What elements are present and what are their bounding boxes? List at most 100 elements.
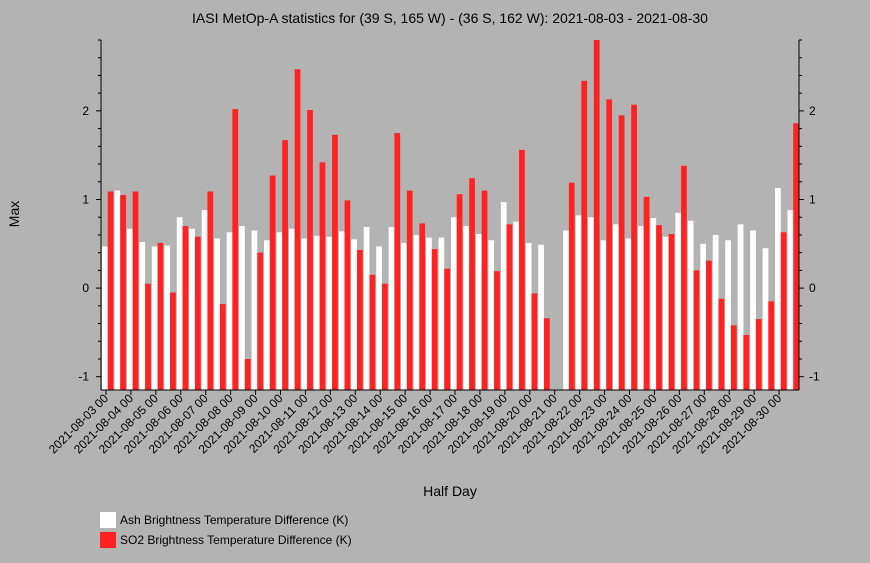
ash-bar: [301, 238, 308, 390]
so2-bar: [170, 292, 176, 390]
so2-bar: [543, 318, 550, 390]
ash-bar: [201, 210, 208, 390]
so2-bar: [793, 123, 799, 390]
so2-bar: [219, 304, 226, 390]
so2-bar: [606, 99, 613, 391]
so2-bar: [780, 232, 787, 390]
ash-bar: [426, 237, 432, 390]
so2-bar: [706, 260, 712, 390]
so2-bar: [269, 175, 276, 390]
ash-bar: [176, 217, 183, 390]
y-tick-label-right: 1: [809, 192, 816, 206]
ash-bar: [463, 226, 470, 390]
so2-bar: [456, 194, 463, 390]
so2-bar: [394, 133, 401, 391]
so2-bar: [469, 178, 475, 390]
ash-bar: [650, 218, 657, 390]
so2-bar: [431, 249, 438, 390]
so2-bar: [319, 162, 326, 390]
ash-bar: [787, 210, 794, 390]
so2-bar: [481, 190, 488, 390]
ash-bar: [563, 230, 569, 390]
ash-bar: [488, 240, 495, 390]
legend-label-ash: Ash Brightness Temperature Difference (K…: [120, 513, 348, 527]
so2-bar: [107, 191, 114, 390]
ash-bar: [413, 234, 420, 390]
ash-bar: [189, 228, 195, 390]
so2-bar: [494, 271, 500, 390]
so2-bar: [506, 224, 513, 390]
ash-bar: [588, 217, 594, 390]
y-tick-label-left: -1: [78, 370, 89, 384]
so2-bar: [531, 293, 538, 390]
bars-layer: [102, 40, 799, 391]
ash-bar: [687, 220, 694, 390]
ash-bar: [700, 243, 707, 390]
legend: Ash Brightness Temperature Difference (K…: [100, 512, 352, 548]
ash-bar: [126, 228, 133, 390]
so2-bar: [768, 301, 775, 390]
so2-bar: [444, 268, 450, 390]
so2-bar: [743, 335, 750, 390]
axes-layer: -1 -1 0 0 1 1 2 2: [78, 39, 820, 395]
so2-bar: [194, 236, 201, 390]
y-tick-label-right: 2: [809, 104, 816, 118]
so2-bar: [693, 270, 700, 390]
so2-bar: [157, 242, 164, 390]
ash-bar: [214, 238, 220, 390]
so2-bar: [332, 134, 338, 390]
so2-bar: [419, 223, 426, 390]
so2-bar: [207, 191, 214, 390]
ash-bar: [338, 231, 345, 390]
ash-bar: [102, 246, 108, 390]
ash-bar: [288, 228, 295, 390]
so2-bar: [406, 190, 413, 390]
so2-bar: [593, 40, 600, 390]
so2-bar: [519, 149, 525, 390]
legend-label-so2: SO2 Brightness Temperature Difference (K…: [120, 533, 352, 547]
so2-bar: [294, 69, 301, 391]
ash-bar: [762, 248, 769, 390]
ash-bar: [139, 242, 146, 390]
so2-bar: [381, 283, 388, 390]
ash-bar: [326, 236, 333, 390]
so2-bar: [730, 325, 737, 390]
ash-bar: [538, 244, 544, 390]
ash-bar: [475, 234, 482, 390]
ash-bar: [500, 202, 507, 390]
y-tick-label-left: 0: [82, 281, 89, 295]
ash-bar: [388, 226, 395, 390]
y-axis-label: Max: [6, 201, 22, 227]
ash-bar: [226, 232, 233, 390]
ash-bar: [725, 240, 731, 390]
ash-bar: [775, 187, 781, 390]
ash-bar: [513, 221, 520, 390]
so2-bar: [656, 225, 662, 390]
so2-bar: [668, 234, 675, 390]
legend-swatch-so2: [100, 532, 116, 548]
so2-bar: [282, 140, 288, 390]
ash-bar: [438, 237, 445, 390]
so2-bar: [568, 182, 575, 390]
so2-bar: [618, 115, 625, 390]
ash-bar: [151, 246, 158, 390]
so2-bar: [643, 196, 650, 390]
so2-bar: [257, 252, 264, 390]
so2-bar: [581, 80, 588, 390]
ash-bar: [451, 217, 457, 390]
ash-bar: [376, 246, 382, 390]
so2-bar: [718, 298, 725, 390]
so2-bar: [120, 195, 126, 390]
so2-bar: [369, 274, 376, 390]
ash-bar: [251, 230, 258, 390]
x-axis-label: Half Day: [423, 483, 477, 499]
legend-swatch-ash: [100, 512, 116, 528]
ash-bar: [675, 212, 682, 390]
ash-bar: [662, 236, 669, 390]
ash-bar: [114, 190, 121, 390]
ash-bar: [239, 226, 245, 390]
ash-bar: [401, 242, 407, 390]
ash-bar: [164, 245, 171, 390]
